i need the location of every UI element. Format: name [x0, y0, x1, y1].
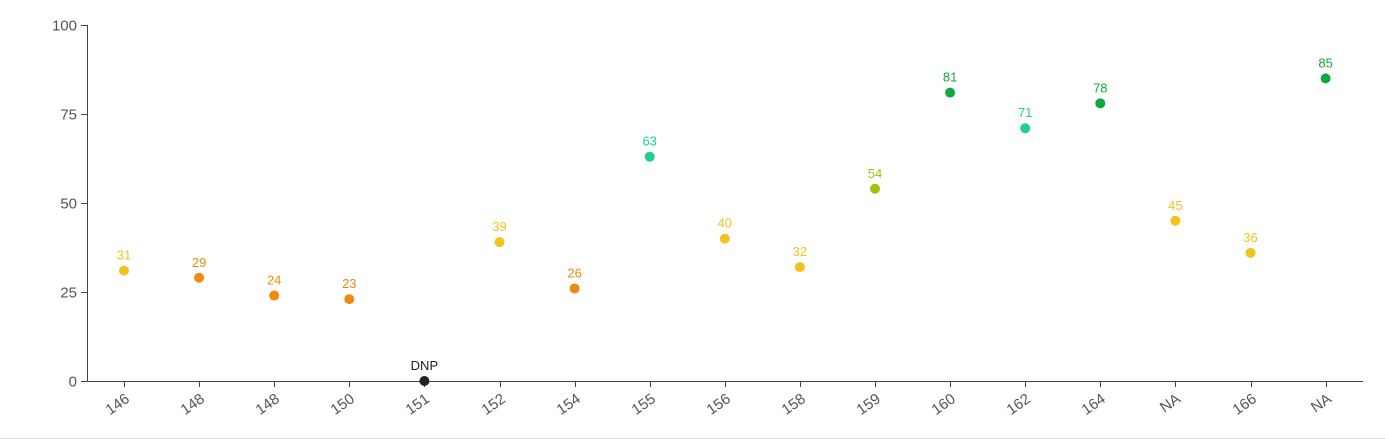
- y-tick-label: 50: [60, 196, 77, 213]
- x-tick-label: 158: [779, 390, 809, 418]
- data-point[interactable]: [194, 272, 205, 283]
- data-label: 54: [868, 166, 882, 181]
- data-label: 63: [642, 134, 656, 149]
- x-tick-label: 162: [1004, 390, 1034, 418]
- x-tick-label: 166: [1230, 390, 1260, 418]
- data-point[interactable]: [794, 262, 805, 273]
- data-point[interactable]: [269, 290, 280, 301]
- x-tick-label: NA: [1157, 390, 1184, 416]
- data-label: 71: [1018, 105, 1032, 120]
- data-point[interactable]: [419, 376, 430, 386]
- x-tick-label: 148: [178, 390, 208, 418]
- data-point[interactable]: [569, 283, 580, 294]
- data-point[interactable]: [1245, 247, 1256, 258]
- data-point[interactable]: [1320, 73, 1331, 84]
- y-tick-label: 0: [69, 374, 77, 391]
- data-label: 85: [1318, 55, 1332, 70]
- data-point[interactable]: [644, 151, 655, 162]
- y-axis: 0 25 50 75 100: [52, 18, 88, 391]
- x-tick-label: 156: [704, 390, 734, 418]
- y-tick-label: 75: [60, 107, 77, 124]
- data-label: 32: [793, 244, 807, 259]
- data-label: 78: [1093, 80, 1107, 95]
- data-label: 39: [492, 219, 506, 234]
- data-point[interactable]: [1170, 215, 1181, 226]
- data-point[interactable]: [1095, 98, 1106, 109]
- data-point[interactable]: [1020, 123, 1031, 134]
- data-point[interactable]: [119, 265, 129, 276]
- data-label: 36: [1243, 230, 1257, 245]
- data-label: 81: [943, 70, 957, 85]
- data-point[interactable]: [494, 237, 505, 248]
- data-label: DNP: [411, 358, 438, 373]
- data-label: 29: [192, 255, 206, 270]
- x-tick-label: 159: [854, 390, 884, 418]
- data-point[interactable]: [945, 87, 956, 98]
- x-tick-label: 148: [253, 390, 283, 418]
- bottom-divider: [0, 438, 1385, 439]
- data-points: 31 29 24 23 DNP 39 26 63 40 32 54 81 71 78 45 36 85: [117, 55, 1333, 386]
- y-tick-label: 25: [60, 285, 77, 302]
- data-point[interactable]: [344, 294, 355, 305]
- x-tick-label: NA: [1308, 390, 1335, 416]
- x-tick-label: 151: [403, 390, 433, 418]
- data-label: 45: [1168, 198, 1182, 213]
- x-tick-label: 164: [1079, 390, 1109, 418]
- data-label: 23: [342, 276, 356, 291]
- data-label: 31: [117, 248, 131, 263]
- x-tick-label: 150: [328, 390, 358, 418]
- data-label: 26: [567, 265, 581, 280]
- data-label: 40: [718, 216, 732, 231]
- y-tick-label: 100: [52, 18, 77, 35]
- data-point[interactable]: [719, 233, 730, 244]
- x-tick-label: 146: [103, 390, 133, 418]
- x-tick-label: 160: [929, 390, 959, 418]
- x-tick-label: 155: [629, 390, 659, 418]
- data-label: 24: [267, 273, 281, 288]
- x-axis: 146 148 148 150 151 152 154 155 156 158 159 160 162 1…: [87, 381, 1363, 419]
- x-tick-label: 154: [554, 390, 584, 418]
- data-point[interactable]: [870, 183, 880, 194]
- x-tick-label: 152: [479, 390, 509, 418]
